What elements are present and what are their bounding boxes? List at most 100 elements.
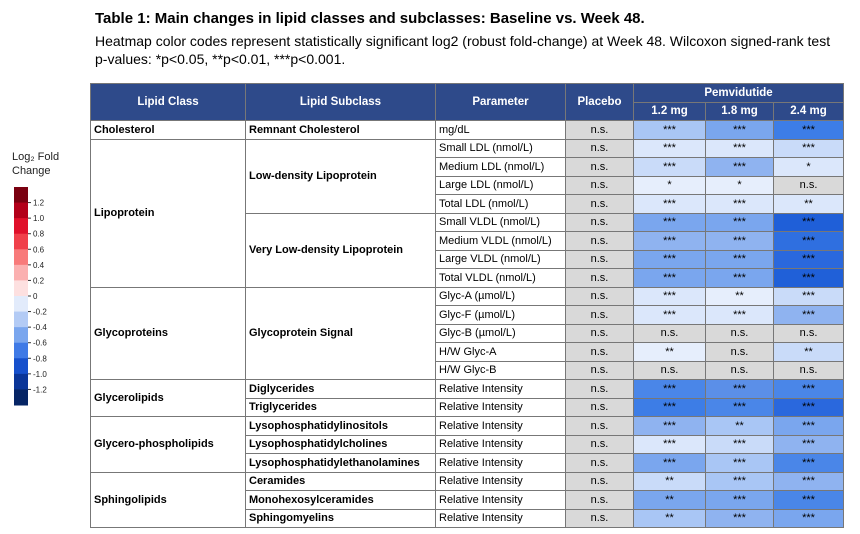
heatmap-cell: ***: [633, 268, 706, 288]
legend-swatch: [14, 342, 28, 359]
placebo-cell: n.s.: [565, 138, 634, 158]
heatmap-cell: ***: [633, 194, 706, 214]
parameter: Relative Intensity: [435, 379, 566, 399]
parameter: Small VLDL (nmol/L): [435, 212, 566, 232]
parameter: mg/dL: [435, 120, 566, 140]
heatmap-cell: n.s.: [772, 175, 845, 195]
heatmap-cell: ***: [772, 249, 845, 269]
table-row: Lipoprotein Low-density Lipoprotein Small …: [90, 138, 845, 288]
placebo-cell: n.s.: [565, 416, 634, 436]
legend-swatch: [14, 264, 28, 281]
legend-tick-label: -1.2: [33, 385, 47, 394]
legend-tick-label: 1.2: [33, 199, 45, 208]
parameter: Small LDL (nmol/L): [435, 138, 566, 158]
heatmap-cell: ***: [705, 120, 774, 140]
heatmap-cell: ***: [772, 120, 845, 140]
column-header: Lipid Class: [90, 83, 246, 121]
heatmap-cell: **: [633, 471, 706, 491]
title: Table 1: Main changes in lipid classes a…: [95, 10, 645, 27]
heatmap-cell: n.s.: [705, 342, 774, 362]
legend-tick-label: -0.2: [33, 308, 47, 317]
legend-swatch: [14, 202, 28, 219]
placebo-cell: n.s.: [565, 379, 634, 399]
parameter: Relative Intensity: [435, 416, 566, 436]
lipid-subclass: Low-density Lipoprotein: [245, 138, 436, 214]
lipid-subclass: Ceramides: [245, 471, 436, 491]
heatmap-cell: ***: [705, 490, 774, 510]
heatmap-cell: ***: [705, 379, 774, 399]
placebo-cell: n.s.: [565, 342, 634, 362]
heatmap-cell: **: [772, 194, 845, 214]
lipid-class: Glycoproteins: [90, 286, 246, 380]
lipid-class: Glycero-phospholipids: [90, 416, 246, 473]
placebo-cell: n.s.: [565, 268, 634, 288]
placebo-cell: n.s.: [565, 360, 634, 380]
parameter: Glyc-F (µmol/L): [435, 305, 566, 325]
heatmap-cell: ***: [705, 471, 774, 491]
heatmap-cell: ***: [772, 508, 845, 528]
heatmap-cell: ***: [633, 249, 706, 269]
heatmap-cell: ***: [633, 231, 706, 251]
parameter: Total VLDL (nmol/L): [435, 268, 566, 288]
parameter: Medium LDL (nmol/L): [435, 157, 566, 177]
legend-swatch: [14, 280, 28, 297]
heatmap-cell: ***: [705, 249, 774, 269]
lipid-subclass: Lysophosphatidylethanolamines: [245, 453, 436, 473]
legend-swatch: [14, 296, 28, 313]
table-row: Monohexosylceramides Relative Intensity n.…: [91, 490, 845, 510]
lipid-class: Sphingolipids: [90, 471, 246, 528]
dose-header: 1.8 mg: [705, 101, 774, 121]
parameter: Relative Intensity: [435, 508, 566, 528]
heatmap-cell: n.s.: [633, 360, 706, 380]
lipid-subclass: Triglycerides: [245, 397, 436, 417]
legend-swatch: [14, 187, 28, 204]
table-row: Large LDL (nmol/L) n.s. * * n.s.: [91, 175, 845, 195]
heatmap-cell: ***: [705, 138, 774, 158]
placebo-cell: n.s.: [565, 231, 634, 251]
table-row: H/W Glyc-B n.s. n.s. n.s. n.s.: [91, 360, 845, 380]
lipid-subclass: Monohexosylceramides: [245, 490, 436, 510]
lipid-subclass: Diglycerides: [245, 379, 436, 399]
legend-tick-label: 0.8: [33, 230, 45, 239]
heatmap-cell: ***: [705, 212, 774, 232]
heatmap-cell: ***: [633, 434, 706, 454]
legend-swatch: [14, 218, 28, 235]
heatmap-cell: ***: [772, 434, 845, 454]
table-row: Sphingolipids Ceramides Relative Intensity…: [90, 471, 845, 528]
heatmap-cell: ***: [705, 434, 774, 454]
column-header: Placebo: [565, 83, 634, 121]
table-row: Lysophosphatidylethanolamines Relative In…: [91, 453, 845, 473]
table-row: H/W Glyc-A n.s. ** n.s. **: [91, 342, 845, 362]
heatmap-cell: ***: [633, 157, 706, 177]
placebo-cell: n.s.: [565, 175, 634, 195]
heatmap-cell: ***: [705, 305, 774, 325]
legend-swatch: [14, 358, 28, 375]
table-row: Medium LDL (nmol/L) n.s. *** *** *: [91, 157, 845, 177]
lipid-subclass: Sphingomyelins: [245, 508, 436, 528]
legend-tick-label: 0.2: [33, 276, 45, 285]
heatmap-cell: ***: [633, 416, 706, 436]
lipid-subclass: Lysophosphatidylinositols: [245, 416, 436, 436]
legend-swatch: [14, 233, 28, 250]
heatmap-cell: **: [705, 416, 774, 436]
lipid-subclass: Very Low-density Lipoprotein: [245, 212, 436, 288]
legend-tick-label: -1.0: [33, 370, 47, 379]
heatmap-cell: ***: [772, 286, 845, 306]
heatmap-cell: ***: [633, 305, 706, 325]
heatmap-cell: n.s.: [772, 360, 845, 380]
heatmap-cell: ***: [705, 194, 774, 214]
placebo-cell: n.s.: [565, 157, 634, 177]
placebo-cell: n.s.: [565, 453, 634, 473]
heatmap-cell: ***: [772, 212, 845, 232]
heatmap-cell: ***: [705, 397, 774, 417]
heatmap-cell: *: [633, 175, 706, 195]
heatmap-cell: ***: [772, 305, 845, 325]
dose-header: 2.4 mg: [772, 101, 845, 121]
table-row: Glyc-B (µmol/L) n.s. n.s. n.s. n.s.: [91, 323, 845, 343]
parameter: Large VLDL (nmol/L): [435, 249, 566, 269]
table-row: Cholesterol Remnant Cholesterol mg/dL n.s. *…: [90, 120, 845, 140]
table-row: Lysophosphatidylcholines Relative Intensi…: [91, 434, 845, 454]
table-row: Glycoproteins Glycoprotein Signal Glyc-A (…: [90, 286, 845, 380]
placebo-cell: n.s.: [565, 323, 634, 343]
heatmap-cell: n.s.: [633, 323, 706, 343]
